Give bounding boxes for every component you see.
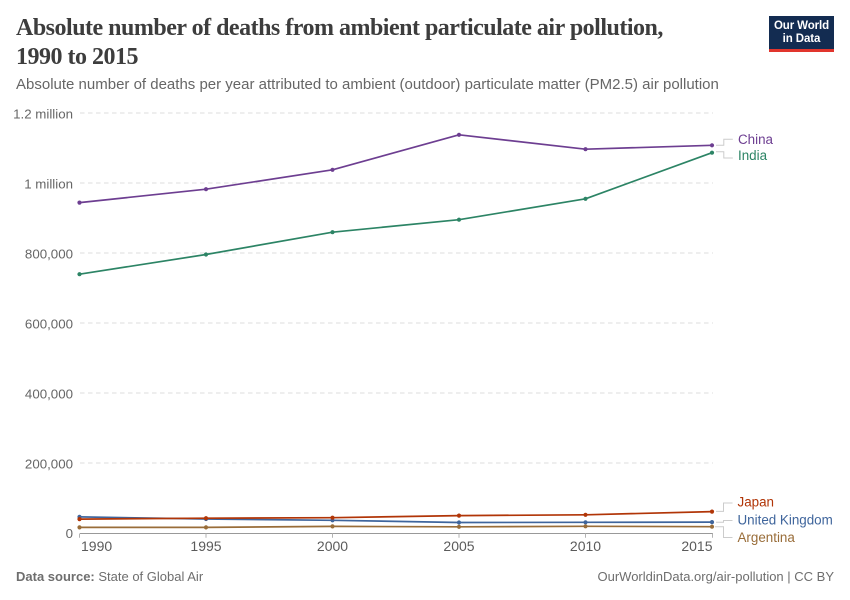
svg-text:1.2 million: 1.2 million [13,107,73,122]
svg-text:2000: 2000 [317,538,348,554]
svg-text:400,000: 400,000 [25,387,73,402]
svg-text:China: China [738,132,774,147]
svg-text:Japan: Japan [738,495,774,510]
svg-text:Argentina: Argentina [738,530,796,545]
svg-text:2015: 2015 [681,538,712,554]
svg-text:India: India [738,148,768,163]
svg-text:600,000: 600,000 [25,317,73,332]
svg-text:1 million: 1 million [24,177,73,192]
svg-text:0: 0 [66,526,73,541]
svg-text:2010: 2010 [570,538,601,554]
svg-text:1995: 1995 [190,538,221,554]
svg-text:1990: 1990 [81,538,112,554]
svg-text:United Kingdom: United Kingdom [738,512,833,527]
svg-text:200,000: 200,000 [25,457,73,472]
svg-text:800,000: 800,000 [25,247,73,262]
svg-text:2005: 2005 [443,538,474,554]
